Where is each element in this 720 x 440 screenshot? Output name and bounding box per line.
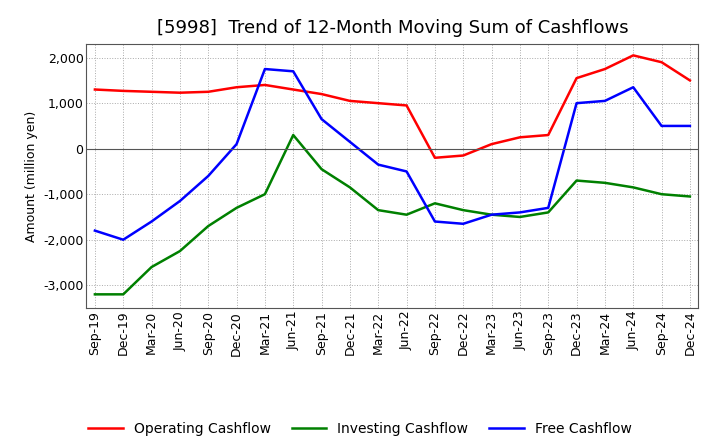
Investing Cashflow	[629, 185, 637, 190]
Investing Cashflow	[233, 205, 241, 210]
Free Cashflow	[544, 205, 552, 210]
Free Cashflow	[629, 84, 637, 90]
Y-axis label: Amount (million yen): Amount (million yen)	[24, 110, 37, 242]
Operating Cashflow	[685, 78, 694, 83]
Line: Operating Cashflow: Operating Cashflow	[95, 55, 690, 158]
Free Cashflow	[91, 228, 99, 233]
Operating Cashflow	[204, 89, 212, 95]
Investing Cashflow	[346, 185, 354, 190]
Operating Cashflow	[318, 92, 326, 97]
Operating Cashflow	[431, 155, 439, 161]
Free Cashflow	[600, 98, 609, 103]
Free Cashflow	[148, 219, 156, 224]
Investing Cashflow	[91, 292, 99, 297]
Investing Cashflow	[459, 208, 467, 213]
Legend: Operating Cashflow, Investing Cashflow, Free Cashflow: Operating Cashflow, Investing Cashflow, …	[82, 417, 638, 440]
Investing Cashflow	[318, 166, 326, 172]
Operating Cashflow	[374, 100, 382, 106]
Operating Cashflow	[657, 59, 666, 65]
Operating Cashflow	[289, 87, 297, 92]
Investing Cashflow	[600, 180, 609, 186]
Operating Cashflow	[459, 153, 467, 158]
Operating Cashflow	[346, 98, 354, 103]
Line: Free Cashflow: Free Cashflow	[95, 69, 690, 240]
Investing Cashflow	[261, 191, 269, 197]
Line: Investing Cashflow: Investing Cashflow	[95, 135, 690, 294]
Investing Cashflow	[487, 212, 496, 217]
Investing Cashflow	[374, 208, 382, 213]
Investing Cashflow	[402, 212, 411, 217]
Free Cashflow	[572, 100, 581, 106]
Free Cashflow	[374, 162, 382, 167]
Investing Cashflow	[685, 194, 694, 199]
Free Cashflow	[516, 210, 524, 215]
Investing Cashflow	[544, 210, 552, 215]
Investing Cashflow	[431, 201, 439, 206]
Operating Cashflow	[516, 135, 524, 140]
Free Cashflow	[204, 173, 212, 179]
Free Cashflow	[233, 142, 241, 147]
Operating Cashflow	[600, 66, 609, 72]
Free Cashflow	[459, 221, 467, 227]
Operating Cashflow	[544, 132, 552, 138]
Operating Cashflow	[119, 88, 127, 94]
Operating Cashflow	[261, 82, 269, 88]
Free Cashflow	[289, 69, 297, 74]
Free Cashflow	[261, 66, 269, 72]
Operating Cashflow	[233, 84, 241, 90]
Free Cashflow	[685, 123, 694, 128]
Investing Cashflow	[148, 264, 156, 270]
Investing Cashflow	[176, 249, 184, 254]
Operating Cashflow	[572, 76, 581, 81]
Free Cashflow	[119, 237, 127, 242]
Operating Cashflow	[176, 90, 184, 95]
Investing Cashflow	[657, 191, 666, 197]
Title: [5998]  Trend of 12-Month Moving Sum of Cashflows: [5998] Trend of 12-Month Moving Sum of C…	[156, 19, 629, 37]
Operating Cashflow	[487, 142, 496, 147]
Investing Cashflow	[119, 292, 127, 297]
Free Cashflow	[431, 219, 439, 224]
Free Cashflow	[487, 212, 496, 217]
Investing Cashflow	[572, 178, 581, 183]
Investing Cashflow	[204, 224, 212, 229]
Free Cashflow	[657, 123, 666, 128]
Investing Cashflow	[516, 214, 524, 220]
Free Cashflow	[176, 198, 184, 204]
Investing Cashflow	[289, 132, 297, 138]
Free Cashflow	[346, 139, 354, 144]
Operating Cashflow	[148, 89, 156, 95]
Operating Cashflow	[402, 103, 411, 108]
Free Cashflow	[402, 169, 411, 174]
Operating Cashflow	[91, 87, 99, 92]
Free Cashflow	[318, 117, 326, 122]
Operating Cashflow	[629, 53, 637, 58]
